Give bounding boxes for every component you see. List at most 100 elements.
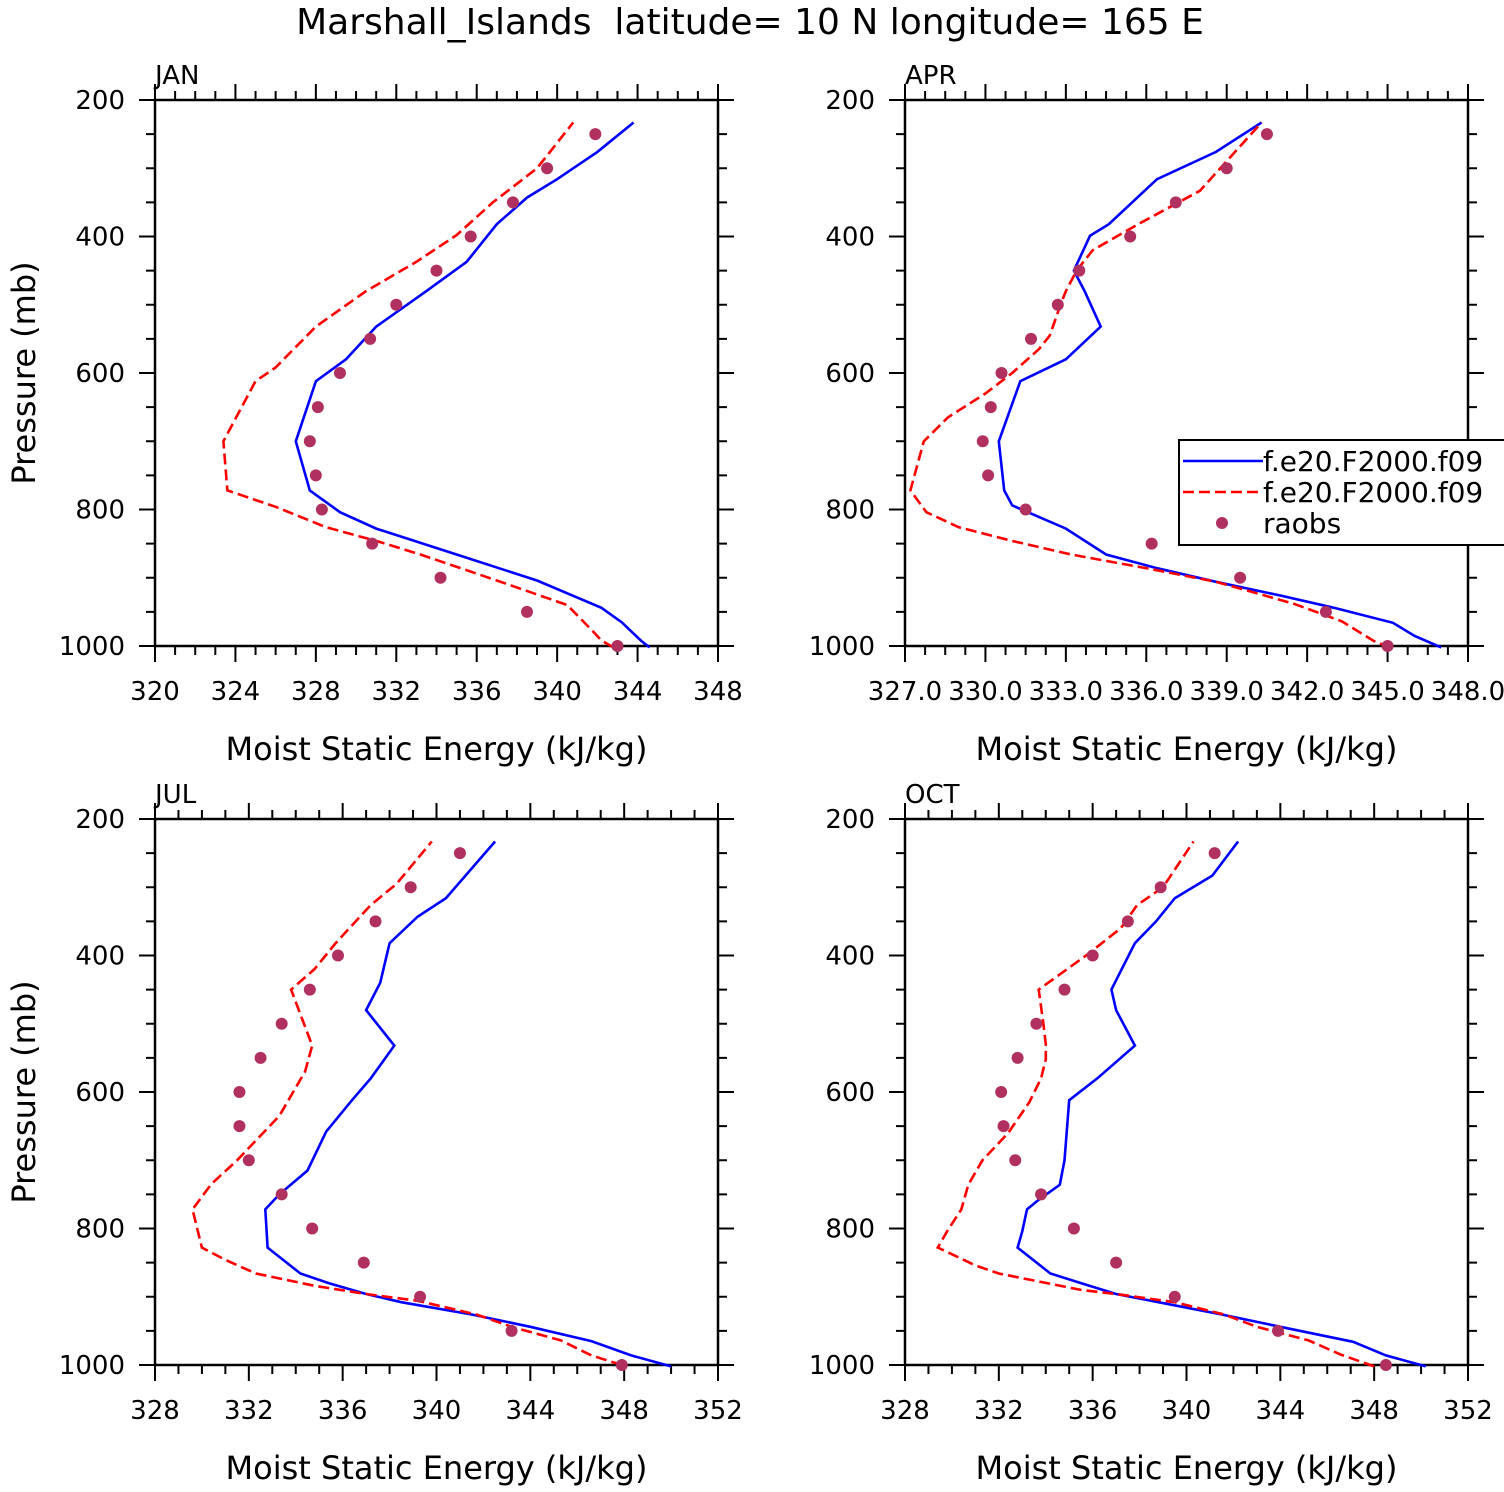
y-tick-label: 200 — [825, 86, 875, 116]
raobs-point — [233, 1086, 246, 1098]
raobs-point — [357, 1256, 370, 1269]
raobs-point — [1154, 881, 1167, 894]
legend-label: f.e20.F2000.f09 — [1263, 445, 1483, 478]
raobs-point — [309, 469, 322, 482]
raobs-point — [1035, 1188, 1048, 1201]
raobs-point — [404, 881, 417, 894]
x-tick-label: 340 — [412, 1396, 462, 1426]
raobs-point — [464, 230, 477, 243]
raobs-point — [254, 1051, 267, 1064]
series-raobs — [976, 128, 1394, 652]
series-raobs — [303, 128, 624, 652]
panel-jul: JUL 328 332 336 340 344 348 352 Moist Static Ene… — [5, 780, 743, 1487]
raobs-point — [1271, 1324, 1284, 1337]
raobs-point — [434, 571, 447, 584]
legend-label: raobs — [1263, 507, 1341, 540]
y-axis-label: Pressure (mb) — [5, 261, 43, 484]
x-tick-label: 348 — [693, 677, 743, 707]
y-tick-label: 600 — [825, 359, 875, 389]
y-tick-label: 400 — [75, 223, 125, 253]
raobs-point — [331, 949, 344, 962]
raobs-point — [611, 640, 624, 652]
plot-frame — [903, 98, 1470, 648]
y-tick-label: 400 — [75, 942, 125, 972]
raobs-point — [520, 605, 533, 618]
raobs-point — [1086, 949, 1099, 962]
x-tick-label: 333.0 — [1029, 677, 1103, 707]
raobs-point — [1260, 128, 1273, 141]
x-tick-label: 327.0 — [868, 677, 942, 707]
y-tick-label: 600 — [75, 359, 125, 389]
raobs-point — [1319, 605, 1332, 618]
raobs-point — [1019, 503, 1032, 516]
x-tick-label: 339.0 — [1189, 677, 1263, 707]
raobs-point — [311, 401, 324, 414]
raobs-point — [1208, 847, 1221, 860]
raobs-point — [1067, 1222, 1080, 1235]
raobs-point — [1051, 298, 1064, 311]
y-tick-label: 600 — [75, 1078, 125, 1108]
x-tick-label: 344 — [613, 677, 663, 707]
raobs-point — [1381, 640, 1394, 652]
raobs-point — [1234, 571, 1247, 584]
raobs-point — [1058, 983, 1071, 996]
x-tick-label: 348 — [599, 1396, 649, 1426]
raobs-point — [506, 196, 519, 209]
y-tick-label: 800 — [75, 1215, 125, 1245]
raobs-point — [995, 1086, 1008, 1098]
raobs-point — [1121, 915, 1134, 928]
raobs-point — [430, 264, 443, 277]
y-tick-label: 800 — [75, 496, 125, 526]
y-tick-label: 400 — [825, 942, 875, 972]
panel-title: APR — [905, 61, 957, 91]
raobs-point — [976, 435, 989, 448]
raobs-point — [1009, 1154, 1022, 1167]
x-tick-label: 352 — [693, 1396, 743, 1426]
y-tick-label: 200 — [75, 86, 125, 116]
x-tick-label: 336 — [452, 677, 502, 707]
raobs-point — [505, 1324, 518, 1337]
raobs-point — [1025, 332, 1038, 345]
x-tick-label: 348 — [1349, 1396, 1399, 1426]
x-tick-label: 342.0 — [1270, 677, 1344, 707]
raobs-point — [333, 367, 346, 379]
panel-title: JAN — [153, 61, 199, 91]
raobs-point — [1169, 196, 1182, 209]
y-tick-label: 200 — [825, 805, 875, 835]
x-tick-label: 340 — [532, 677, 582, 707]
raobs-point — [541, 162, 554, 175]
panel-apr: APR 327.0 330.0 333.0 336.0 339.0 342.0 345.0 34… — [809, 61, 1504, 768]
plot-frame — [903, 817, 1470, 1367]
legend-label: f.e20.F2000.f09 — [1263, 476, 1483, 509]
raobs-point — [1168, 1290, 1181, 1303]
x-tick-label: 332 — [224, 1396, 274, 1426]
y-tick-label: 1000 — [59, 1351, 125, 1381]
series-line-solid — [1016, 840, 1427, 1368]
x-tick-label: 328 — [291, 677, 341, 707]
panel-jan: JAN 320 324 328 332 336 340 344 348 Moist Static … — [5, 61, 743, 768]
x-tick-label: 324 — [211, 677, 261, 707]
raobs-point — [275, 1188, 288, 1201]
raobs-point — [303, 435, 316, 448]
y-tick-label: 200 — [75, 805, 125, 835]
raobs-point — [275, 1017, 288, 1030]
raobs-point — [233, 1120, 246, 1133]
x-tick-label: 320 — [130, 677, 180, 707]
raobs-point — [366, 537, 379, 550]
x-tick-label: 332 — [974, 1396, 1024, 1426]
y-tick-label: 800 — [825, 1215, 875, 1245]
raobs-point — [315, 503, 328, 516]
raobs-point — [303, 983, 316, 996]
x-tick-label: 332 — [371, 677, 421, 707]
x-axis-label: Moist Static Energy (kJ/kg) — [976, 1449, 1398, 1487]
raobs-point — [414, 1290, 427, 1303]
panel-title: OCT — [905, 780, 960, 810]
plot-frame — [153, 98, 720, 648]
series-line-dashed — [222, 121, 615, 649]
series-raobs — [995, 847, 1392, 1371]
x-tick-label: 328 — [130, 1396, 180, 1426]
raobs-point — [997, 1120, 1010, 1133]
raobs-point — [1145, 537, 1158, 550]
y-tick-label: 1000 — [59, 632, 125, 662]
